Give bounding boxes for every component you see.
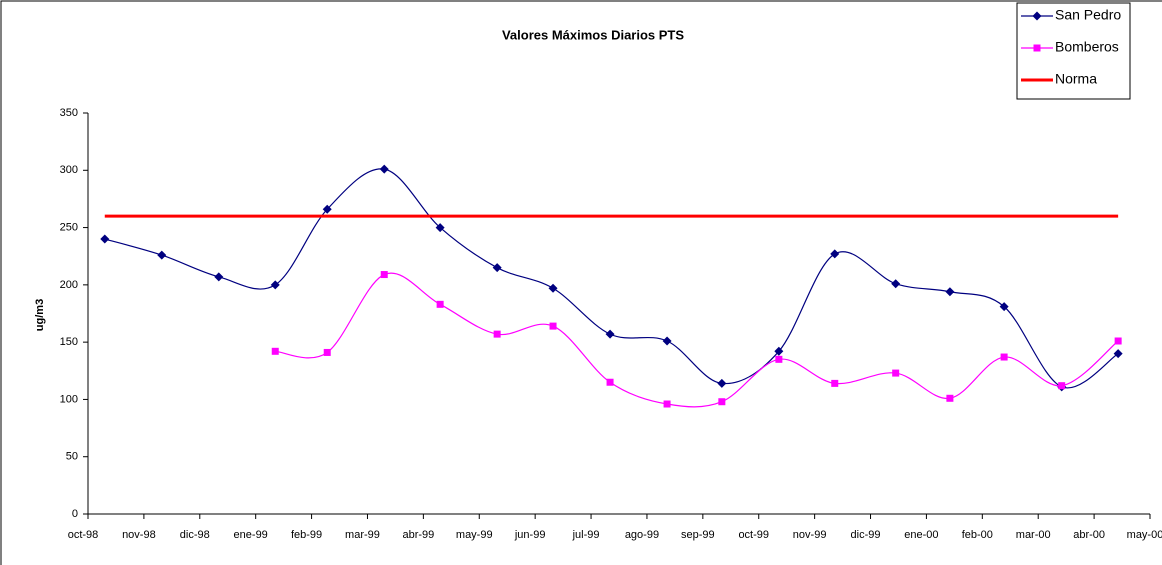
x-tick-label: oct-99 [738, 529, 769, 541]
legend-marker [1033, 44, 1041, 52]
x-tick-label: may-99 [456, 529, 493, 541]
x-tick-label: feb-99 [291, 529, 322, 541]
point [1113, 349, 1123, 359]
point [270, 280, 280, 290]
x-tick-label: oct-98 [68, 529, 99, 541]
point [945, 287, 955, 297]
point [663, 400, 671, 408]
legend-label: Norma [1055, 71, 1097, 87]
point [271, 347, 279, 355]
point [1058, 382, 1066, 390]
point [549, 322, 557, 330]
x-tick-label: nov-99 [793, 529, 827, 541]
y-tick-label: 350 [60, 107, 78, 119]
y-axis-label: ug/m3 [34, 299, 46, 331]
x-tick-label: may-00 [1127, 529, 1162, 541]
x-tick-label: abr-99 [402, 529, 434, 541]
point [606, 378, 614, 386]
legend-marker [1032, 11, 1042, 21]
point [435, 223, 445, 233]
x-tick-label: mar-00 [1016, 529, 1051, 541]
point [436, 300, 444, 308]
legend-label: San Pedro [1055, 7, 1121, 23]
series-line [275, 272, 1119, 408]
x-tick-label: ago-99 [625, 529, 659, 541]
point [380, 271, 388, 279]
point [214, 272, 224, 282]
y-tick-label: 200 [60, 279, 78, 291]
point [322, 204, 332, 214]
x-tick-label: dic-99 [851, 529, 881, 541]
point [379, 164, 389, 174]
point [831, 379, 839, 387]
point [1000, 353, 1008, 361]
x-tick-label: jul-99 [572, 529, 600, 541]
y-tick-label: 0 [72, 508, 78, 520]
point [605, 329, 615, 339]
y-tick-label: 300 [60, 164, 78, 176]
x-tick-label: nov-98 [122, 529, 156, 541]
x-tick-label: abr-00 [1073, 529, 1105, 541]
point [830, 249, 840, 259]
point [774, 346, 784, 356]
point [999, 302, 1009, 312]
point [100, 234, 110, 244]
y-tick-label: 150 [60, 336, 78, 348]
x-tick-label: ene-99 [234, 529, 268, 541]
x-tick-label: jun-99 [514, 529, 546, 541]
legend-label: Bomberos [1055, 39, 1119, 55]
point [492, 263, 502, 273]
x-tick-label: sep-99 [681, 529, 715, 541]
point [493, 330, 501, 338]
point [718, 398, 726, 406]
x-tick-label: feb-00 [962, 529, 993, 541]
point [548, 283, 558, 293]
y-tick-label: 250 [60, 221, 78, 233]
point [323, 348, 331, 356]
y-tick-label: 50 [66, 451, 78, 463]
x-tick-label: mar-99 [345, 529, 380, 541]
point [662, 336, 672, 346]
point [892, 369, 900, 377]
chart-title: Valores Máximos Diarios PTS [502, 27, 684, 42]
x-tick-label: dic-98 [180, 529, 210, 541]
point [775, 355, 783, 363]
point [946, 394, 954, 402]
point [1114, 337, 1122, 345]
point [891, 279, 901, 289]
point [157, 250, 167, 260]
x-tick-label: ene-00 [904, 529, 938, 541]
y-tick-label: 100 [60, 393, 78, 405]
point [717, 378, 727, 388]
